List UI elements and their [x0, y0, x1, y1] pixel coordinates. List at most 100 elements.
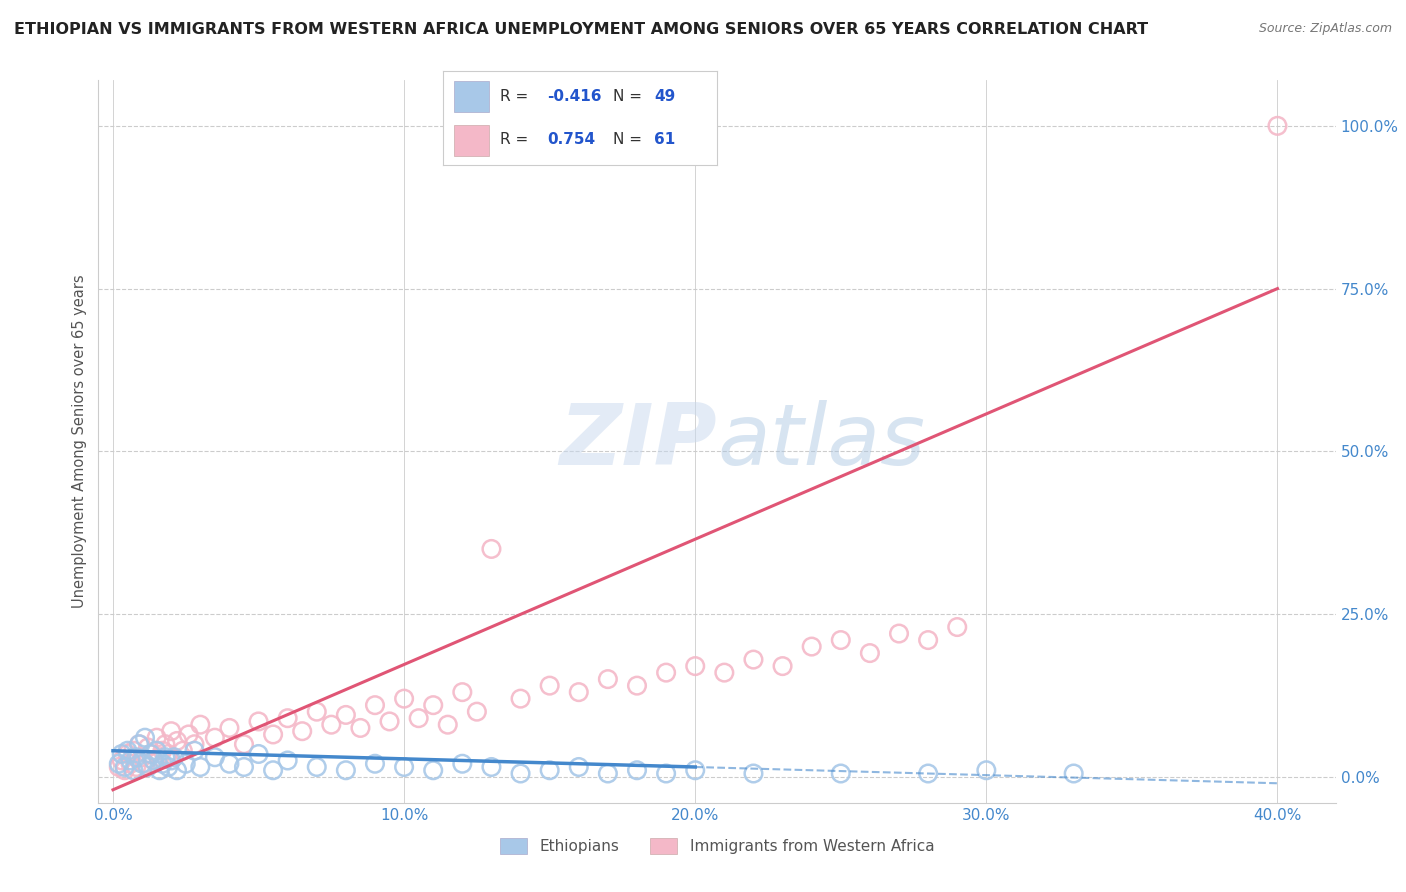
Point — [946, 620, 969, 634]
Point — [408, 711, 430, 725]
Point — [120, 754, 142, 768]
Point — [436, 717, 458, 731]
Point — [148, 764, 170, 778]
Point — [800, 640, 823, 654]
Point — [742, 766, 765, 780]
Point — [136, 740, 159, 755]
Point — [742, 652, 765, 666]
Point — [262, 727, 284, 741]
Text: Source: ZipAtlas.com: Source: ZipAtlas.com — [1258, 22, 1392, 36]
Point — [131, 756, 153, 771]
Bar — [454, 81, 489, 112]
Point — [128, 737, 150, 751]
Point — [626, 764, 648, 778]
Text: -0.416: -0.416 — [547, 89, 602, 104]
Point — [683, 659, 706, 673]
Point — [125, 760, 148, 774]
Point — [155, 750, 177, 764]
Point — [655, 665, 678, 680]
Point — [291, 724, 314, 739]
Point — [305, 760, 328, 774]
Point — [172, 744, 194, 758]
Point — [481, 541, 503, 556]
Point — [887, 626, 910, 640]
Point — [655, 766, 678, 780]
Point — [139, 747, 162, 761]
Point — [174, 756, 197, 771]
Point — [152, 756, 174, 771]
Point — [713, 665, 735, 680]
Point — [422, 698, 444, 713]
Point — [509, 766, 531, 780]
Point — [136, 760, 159, 774]
Point — [465, 705, 488, 719]
Point — [204, 750, 226, 764]
Point — [538, 764, 561, 778]
Point — [683, 764, 706, 778]
Point — [122, 764, 145, 778]
Point — [917, 766, 939, 780]
Point — [277, 754, 299, 768]
Point — [125, 750, 148, 764]
Point — [142, 754, 165, 768]
Legend: Ethiopians, Immigrants from Western Africa: Ethiopians, Immigrants from Western Afri… — [494, 832, 941, 860]
Point — [772, 659, 794, 673]
Point — [117, 744, 139, 758]
Text: N =: N = — [613, 132, 643, 147]
Point — [157, 747, 180, 761]
Text: N =: N = — [613, 89, 643, 104]
Point — [188, 717, 211, 731]
Point — [114, 760, 136, 774]
Point — [160, 754, 183, 768]
Point — [157, 760, 180, 774]
Text: ETHIOPIAN VS IMMIGRANTS FROM WESTERN AFRICA UNEMPLOYMENT AMONG SENIORS OVER 65 Y: ETHIOPIAN VS IMMIGRANTS FROM WESTERN AFR… — [14, 22, 1149, 37]
Point — [976, 764, 998, 778]
Point — [451, 756, 474, 771]
Point — [451, 685, 474, 699]
Point — [142, 754, 165, 768]
Point — [177, 727, 200, 741]
Point — [364, 756, 387, 771]
Point — [830, 633, 852, 648]
Point — [107, 760, 129, 774]
Point — [218, 756, 240, 771]
Point — [233, 737, 256, 751]
Point — [596, 672, 619, 686]
Text: R =: R = — [501, 132, 529, 147]
Point — [364, 698, 387, 713]
Text: 49: 49 — [654, 89, 675, 104]
Point — [148, 750, 170, 764]
Point — [830, 766, 852, 780]
Point — [131, 750, 153, 764]
Point — [262, 764, 284, 778]
Point — [335, 707, 357, 722]
Point — [139, 747, 162, 761]
Point — [859, 646, 882, 660]
Point — [134, 756, 156, 771]
Point — [166, 734, 188, 748]
Point — [917, 633, 939, 648]
Point — [183, 744, 205, 758]
Point — [117, 747, 139, 761]
Point — [114, 764, 136, 778]
Y-axis label: Unemployment Among Seniors over 65 years: Unemployment Among Seniors over 65 years — [72, 275, 87, 608]
Point — [247, 714, 270, 729]
Point — [392, 760, 415, 774]
Point — [247, 747, 270, 761]
Point — [626, 679, 648, 693]
Point — [218, 721, 240, 735]
Point — [349, 721, 371, 735]
Text: atlas: atlas — [717, 400, 925, 483]
Point — [1267, 119, 1289, 133]
Point — [111, 754, 134, 768]
Text: R =: R = — [501, 89, 529, 104]
Point — [305, 705, 328, 719]
Point — [277, 711, 299, 725]
Point — [321, 717, 343, 731]
Point — [335, 764, 357, 778]
Point — [128, 737, 150, 751]
Point — [183, 737, 205, 751]
Point — [145, 731, 167, 745]
Point — [120, 756, 142, 771]
Point — [163, 750, 186, 764]
